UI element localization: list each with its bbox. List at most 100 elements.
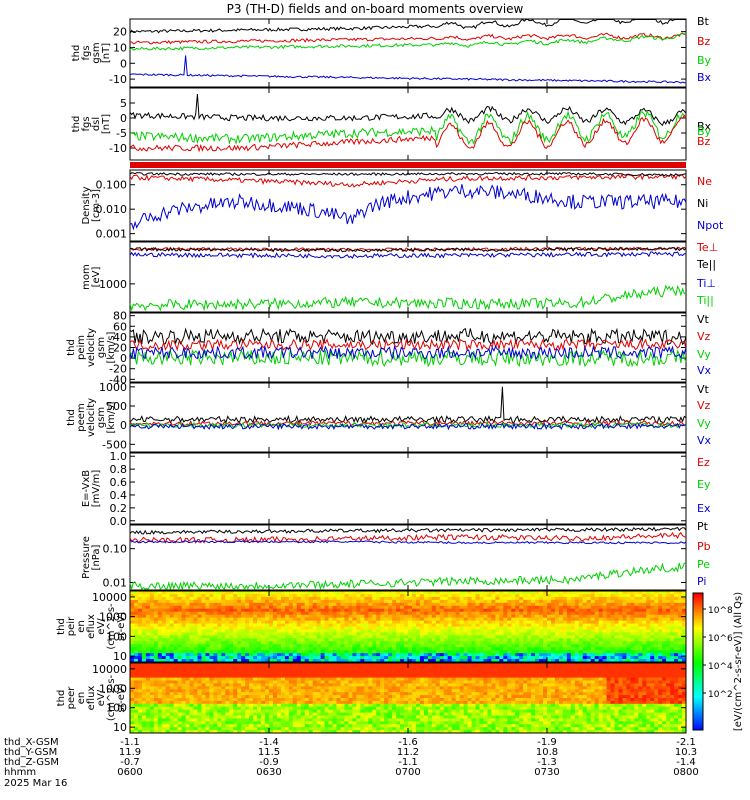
- heatmap-cell: [173, 641, 179, 645]
- heatmap-cell: [149, 727, 155, 731]
- heatmap-cell: [276, 644, 282, 648]
- heatmap-cell: [578, 629, 584, 633]
- heatmap-cell: [531, 599, 536, 604]
- heatmap-cell: [284, 659, 290, 663]
- heatmap-cell: [590, 623, 596, 627]
- heatmap-cell: [491, 593, 496, 598]
- heatmap-cell: [463, 626, 468, 630]
- heatmap-cell: [141, 638, 147, 642]
- heatmap-cell: [443, 641, 449, 645]
- heatmap-cell: [288, 623, 294, 627]
- heatmap-cell: [261, 632, 266, 636]
- heatmap-cell: [237, 686, 242, 690]
- heatmap-cell: [598, 599, 603, 604]
- heatmap-cell: [614, 638, 619, 642]
- heatmap-cell: [423, 620, 429, 624]
- heatmap-cell: [197, 608, 202, 613]
- heatmap-cell: [181, 591, 186, 595]
- heatmap-cell: [209, 638, 214, 642]
- heatmap-cell: [324, 689, 329, 693]
- heatmap-cell: [304, 668, 310, 673]
- heatmap-cell: [133, 641, 139, 645]
- heatmap-cell: [507, 644, 512, 648]
- heatmap-cell: [257, 718, 262, 722]
- heatmap-cell: [181, 623, 186, 627]
- heatmap-cell: [618, 602, 623, 607]
- heatmap-cell: [328, 608, 333, 613]
- heatmap-cell: [638, 653, 643, 657]
- heatmap-cell: [332, 721, 337, 725]
- heatmap-cell: [193, 656, 198, 660]
- heatmap-cell: [594, 614, 600, 619]
- heatmap-cell: [288, 599, 294, 604]
- heatmap-cell: [519, 650, 524, 654]
- heatmap-cell: [288, 632, 294, 636]
- heatmap-cell: [320, 653, 325, 657]
- heatmap-cell: [229, 611, 234, 616]
- heatmap-cell: [630, 599, 635, 604]
- heatmap-cell: [149, 668, 155, 673]
- heatmap-cell: [622, 638, 627, 642]
- heatmap-cell: [169, 632, 175, 636]
- heatmap-cell: [316, 683, 322, 687]
- heatmap-cell: [447, 596, 453, 601]
- heatmap-cell: [169, 659, 175, 663]
- heatmap-cell: [181, 614, 186, 619]
- heatmap-cell: [296, 608, 302, 613]
- heatmap-cell: [165, 659, 171, 663]
- heatmap-cell: [578, 599, 584, 604]
- heatmap-cell: [149, 695, 155, 699]
- heatmap-cell: [582, 608, 588, 613]
- heatmap-cell: [257, 727, 262, 731]
- heatmap-cell: [130, 698, 135, 702]
- heatmap-cell: [177, 650, 183, 654]
- heatmap-cell: [304, 677, 310, 681]
- heatmap-cell: [562, 638, 568, 642]
- y-tick-label: 0: [120, 419, 127, 432]
- heatmap-cell: [253, 709, 258, 713]
- heatmap-cell: [165, 674, 171, 678]
- heatmap-cell: [130, 724, 135, 728]
- heatmap-cell: [463, 608, 468, 613]
- heatmap-cell: [650, 638, 655, 642]
- heatmap-cell: [594, 650, 600, 654]
- heatmap-cell: [336, 680, 341, 684]
- heatmap-cell: [336, 683, 341, 687]
- heatmap-cell: [197, 596, 202, 601]
- heatmap-cell: [392, 614, 397, 619]
- heatmap-cell: [411, 614, 417, 619]
- heatmap-cell: [245, 721, 250, 725]
- heatmap-cell: [483, 638, 488, 642]
- heatmap-cell: [606, 593, 611, 598]
- heatmap-cell: [336, 709, 341, 713]
- heatmap-cell: [316, 671, 322, 676]
- heatmap-cell: [578, 602, 584, 607]
- heatmap-cell: [181, 703, 186, 708]
- heatmap-cell: [221, 659, 226, 663]
- heatmap-cell: [384, 611, 389, 616]
- heatmap-cell: [682, 611, 687, 616]
- heatmap-cell: [201, 724, 206, 728]
- heatmap-cell: [177, 674, 183, 678]
- heatmap-cell: [173, 698, 179, 702]
- heatmap-cell: [439, 593, 445, 598]
- heatmap-cell: [455, 602, 461, 607]
- heatmap-cell: [217, 653, 222, 657]
- heatmap-cell: [352, 626, 357, 630]
- heatmap-cell: [491, 647, 496, 651]
- heatmap-cell: [344, 596, 349, 601]
- heatmap-cell: [654, 629, 659, 633]
- heatmap-cell: [316, 663, 322, 667]
- heatmap-cell: [308, 718, 314, 722]
- heatmap-cell: [153, 712, 159, 716]
- heatmap-cell: [491, 620, 496, 624]
- heatmap-cell: [491, 632, 496, 636]
- heatmap-cell: [340, 665, 345, 670]
- heatmap-cell: [137, 638, 143, 642]
- heatmap-cell: [423, 647, 429, 651]
- heatmap-cell: [280, 698, 286, 702]
- heatmap-cell: [519, 629, 524, 633]
- heatmap-cell: [570, 641, 576, 645]
- heatmap-cell: [169, 686, 175, 690]
- heatmap-cell: [654, 635, 659, 639]
